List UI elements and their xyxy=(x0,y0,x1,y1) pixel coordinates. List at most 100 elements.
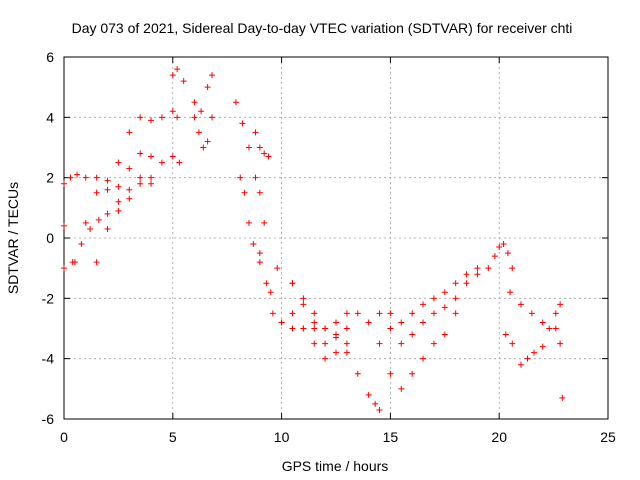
data-point xyxy=(430,295,437,302)
data-point xyxy=(115,207,122,214)
data-point xyxy=(509,265,516,272)
data-point xyxy=(376,310,383,317)
data-point xyxy=(148,174,155,181)
data-point xyxy=(500,241,507,248)
data-point xyxy=(137,174,144,181)
y-axis-label: SDTVAR / TECUs xyxy=(5,182,21,294)
data-point xyxy=(174,114,181,121)
data-point xyxy=(365,319,372,326)
data-point xyxy=(126,195,133,202)
data-point xyxy=(74,171,81,178)
data-point xyxy=(261,150,268,157)
data-point xyxy=(274,265,281,272)
series-track-a xyxy=(61,108,181,187)
data-point xyxy=(82,219,89,226)
data-point xyxy=(463,280,470,287)
data-point xyxy=(104,186,111,193)
data-point xyxy=(176,159,183,166)
data-point xyxy=(502,331,509,338)
data-point xyxy=(441,289,448,296)
y-tick-label: -2 xyxy=(42,290,55,306)
x-tick-label: 20 xyxy=(491,429,507,445)
data-point xyxy=(115,183,122,190)
data-point xyxy=(191,99,198,106)
data-point xyxy=(524,355,531,362)
data-point xyxy=(441,331,448,338)
data-point xyxy=(93,189,100,196)
data-point xyxy=(420,301,427,308)
data-point xyxy=(504,250,511,257)
data-point xyxy=(539,343,546,350)
data-point xyxy=(67,174,74,181)
data-point xyxy=(78,241,85,248)
data-point xyxy=(354,370,361,377)
data-point xyxy=(237,174,244,181)
data-point xyxy=(69,259,76,266)
data-point xyxy=(126,186,133,193)
data-point xyxy=(252,129,259,136)
data-point xyxy=(539,319,546,326)
series-track-t xyxy=(552,325,566,401)
series-track-l xyxy=(289,280,383,413)
data-point xyxy=(267,289,274,296)
y-tick-label: 4 xyxy=(46,109,54,125)
data-point xyxy=(87,225,94,232)
data-point xyxy=(343,349,350,356)
data-point xyxy=(191,114,198,121)
data-point xyxy=(387,325,394,332)
x-tick-label: 5 xyxy=(169,429,177,445)
data-point xyxy=(491,253,498,260)
data-point xyxy=(95,216,102,223)
data-point xyxy=(148,153,155,160)
data-point xyxy=(452,280,459,287)
data-point xyxy=(204,84,211,91)
data-point xyxy=(180,78,187,85)
data-point xyxy=(531,349,538,356)
data-point xyxy=(289,310,296,317)
data-point xyxy=(256,250,263,257)
data-point xyxy=(474,271,481,278)
data-point xyxy=(365,391,372,398)
data-point xyxy=(376,340,383,347)
x-tick-label: 25 xyxy=(600,429,616,445)
data-point xyxy=(333,319,339,326)
data-point xyxy=(441,304,448,311)
axis-ticks: 0 5 10 15 20 25 -6 -4 -2 0 2 4 6 xyxy=(42,49,616,445)
data-point xyxy=(148,180,155,187)
data-point xyxy=(311,310,318,317)
data-point xyxy=(208,72,215,79)
data-point xyxy=(263,280,270,287)
data-point xyxy=(559,394,566,401)
data-point xyxy=(387,370,394,377)
data-point xyxy=(343,325,350,332)
data-point xyxy=(409,331,416,338)
data-point xyxy=(420,319,427,326)
data-point xyxy=(409,370,416,377)
data-point xyxy=(343,340,350,347)
series-track-f xyxy=(191,114,215,151)
data-point xyxy=(517,301,524,308)
data-point xyxy=(430,310,437,317)
data-point xyxy=(104,210,111,217)
data-point xyxy=(245,219,252,226)
data-point xyxy=(485,265,492,272)
data-point xyxy=(208,114,215,121)
data-point xyxy=(169,153,176,160)
data-point xyxy=(239,120,246,127)
data-point xyxy=(311,319,318,326)
data-point xyxy=(557,301,564,308)
data-point xyxy=(333,349,339,356)
series-track-r xyxy=(502,331,546,368)
series-track-p xyxy=(387,265,481,326)
data-point xyxy=(452,295,459,302)
series-track-d xyxy=(93,174,155,266)
data-point xyxy=(104,225,111,232)
y-tick-label: 6 xyxy=(46,49,54,65)
data-point xyxy=(195,129,202,136)
data-point xyxy=(300,301,307,308)
data-point xyxy=(546,325,553,332)
data-point xyxy=(250,241,257,248)
data-point xyxy=(82,174,89,181)
x-tick-label: 10 xyxy=(274,429,290,445)
